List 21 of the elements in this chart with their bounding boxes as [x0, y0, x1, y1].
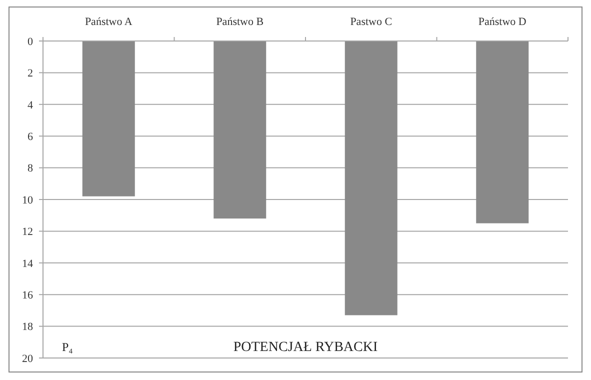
y-tick-label: 2 [28, 68, 33, 80]
y-tick-label: 4 [28, 99, 34, 112]
y-tick-label: 14 [22, 258, 34, 270]
y-tick-label: 20 [22, 352, 34, 365]
bar [214, 41, 266, 219]
x-tick-label: Państwo A [84, 16, 132, 28]
y-tick-label: 16 [22, 289, 34, 302]
text: POTENCJAŁ RYBACKI [233, 340, 378, 355]
y-tick-label: 10 [22, 194, 34, 206]
annotation: P₄ [62, 340, 73, 354]
y-tick-label: 8 [28, 162, 34, 175]
x-tick-label: Państwo D [478, 16, 526, 28]
bar [476, 41, 529, 224]
bar [82, 41, 135, 196]
x-tick-label: Pastwo C [350, 16, 392, 28]
y-tick-label: 18 [22, 321, 34, 334]
x-tick-label: Państwo B [216, 16, 264, 28]
y-tick-label: 0 [28, 36, 34, 48]
bar [344, 41, 398, 316]
y-tick-label: 6 [28, 130, 34, 143]
y-tick-label: 12 [22, 226, 33, 238]
